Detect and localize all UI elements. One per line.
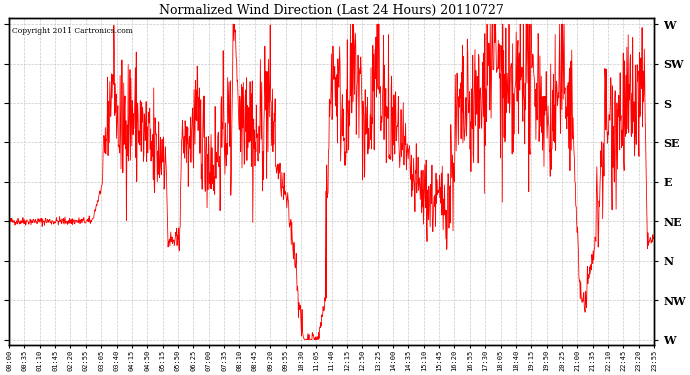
Title: Normalized Wind Direction (Last 24 Hours) 20110727: Normalized Wind Direction (Last 24 Hours… xyxy=(159,4,504,17)
Text: Copyright 2011 Cartronics.com: Copyright 2011 Cartronics.com xyxy=(12,27,133,34)
